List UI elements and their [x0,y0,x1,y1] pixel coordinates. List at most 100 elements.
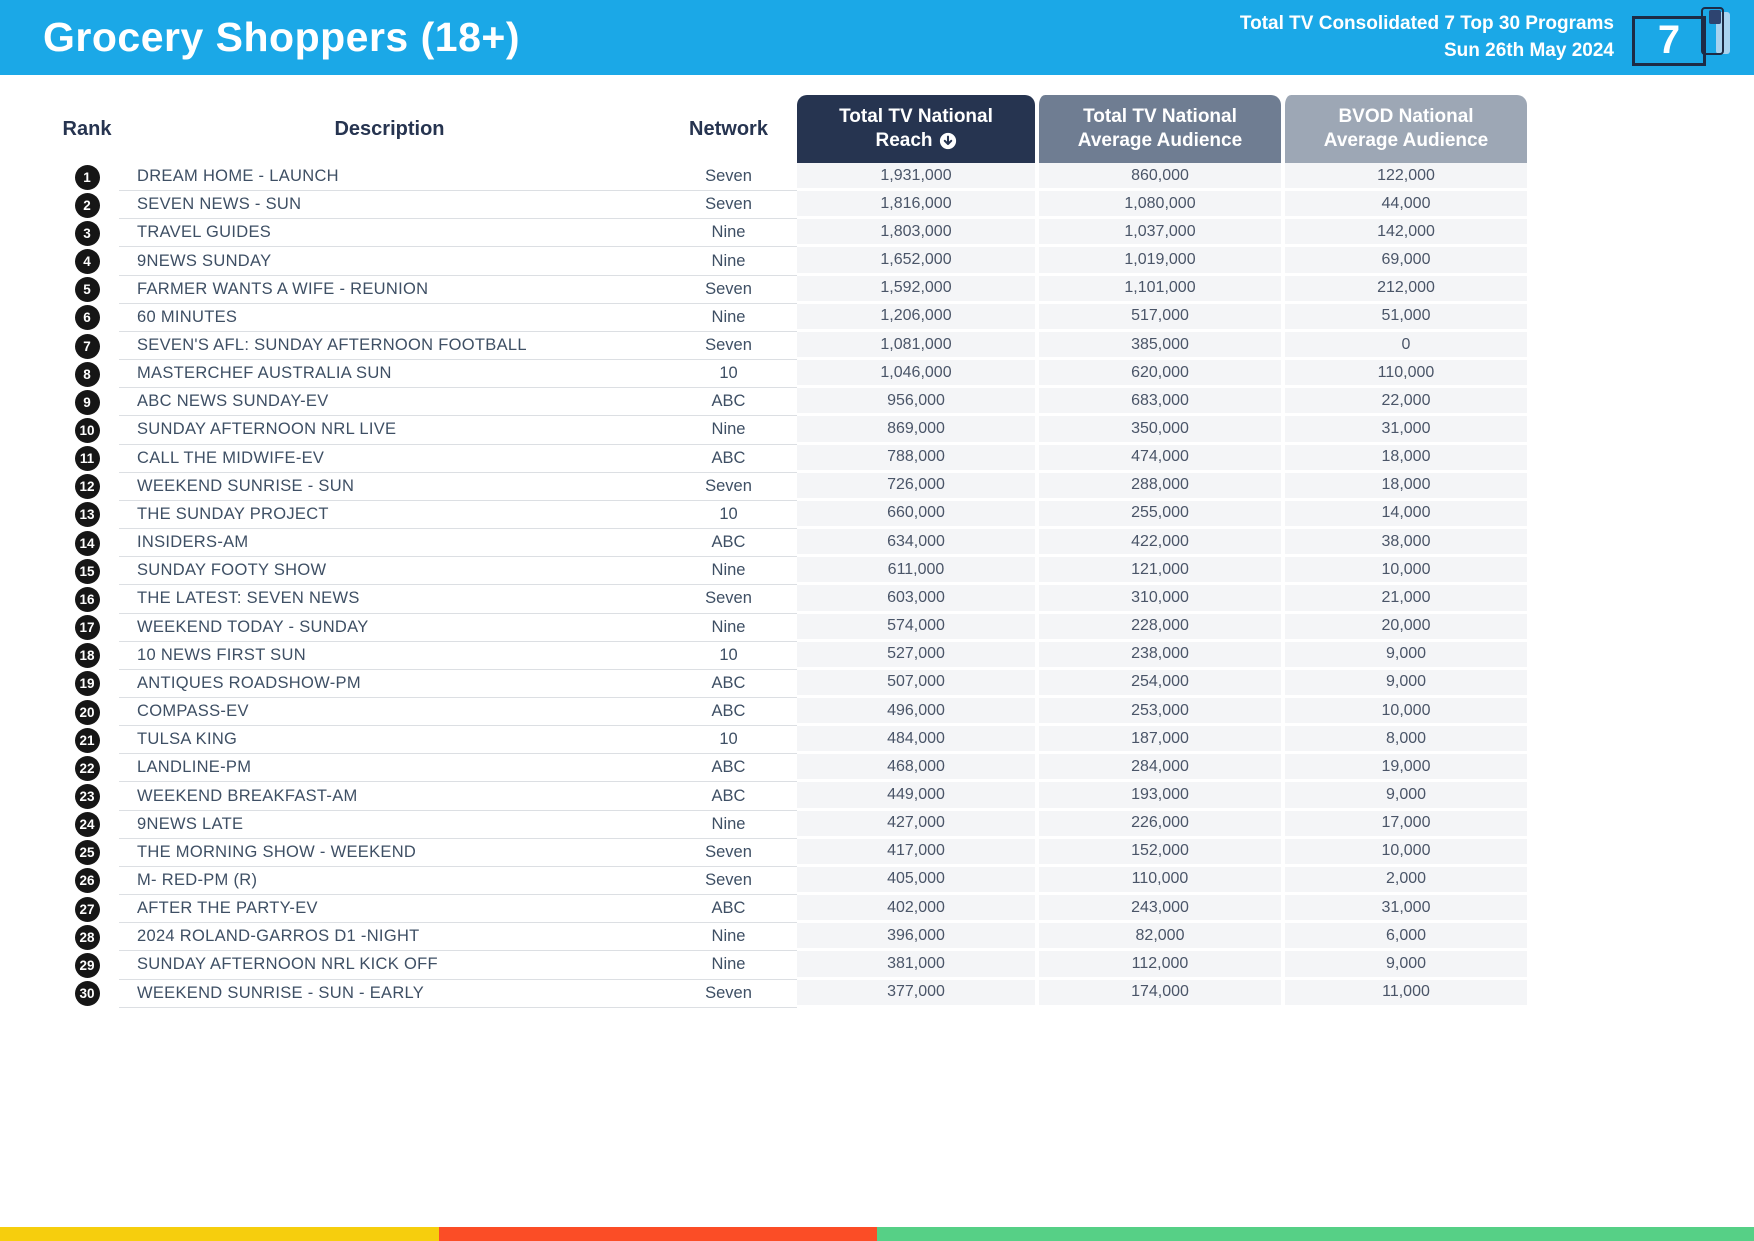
average-audience-value-cell: 350,000 [1035,416,1281,445]
description-cell: AFTER THE PARTY-EV [119,895,660,924]
description-cell: 2024 ROLAND-GARROS D1 -NIGHT [119,923,660,952]
description-cell: FARMER WANTS A WIFE - REUNION [119,276,660,304]
rank-cell: 3 [55,219,119,247]
column-header-total-tv-reach[interactable]: Total TV National Reach [797,95,1035,163]
rank-badge: 6 [74,305,100,331]
rank-cell: 12 [55,473,119,501]
reach-value-cell: 1,803,000 [797,219,1035,248]
column-header-bvod-average-audience[interactable]: BVOD National Average Audience [1281,95,1527,163]
network-cell: ABC [660,698,797,727]
footer-stripe [877,1227,1754,1241]
rank-badge: 21 [74,727,100,753]
bvod-value-cell: 9,000 [1281,951,1527,980]
average-audience-value-cell: 620,000 [1035,360,1281,389]
reach-header-line2: Reach [875,130,933,151]
average-audience-value-cell: 1,037,000 [1035,219,1281,248]
rank-badge: 14 [74,530,100,556]
rank-cell: 4 [55,247,119,275]
average-audience-value-cell: 1,101,000 [1035,275,1281,304]
app-header: Grocery Shoppers (18+) Total TV Consolid… [0,0,1754,75]
network-cell: Seven [660,585,797,614]
bvod-value-cell: 20,000 [1281,613,1527,642]
bvod-value-cell: 51,000 [1281,303,1527,332]
rank-cell: 2 [55,191,119,219]
network-cell: ABC [660,754,797,783]
column-header-total-tv-average-audience[interactable]: Total TV National Average Audience [1035,95,1281,163]
bvod-value-cell: 212,000 [1281,275,1527,304]
bvod-value-cell: 6,000 [1281,923,1527,952]
reach-value-cell: 1,046,000 [797,360,1035,389]
logo-seven-text: 7 [1657,18,1681,62]
table-row: 1 DREAM HOME - LAUNCH Seven 1,931,000 86… [55,163,1527,192]
table-row: 10 SUNDAY AFTERNOON NRL LIVE Nine 869,00… [55,416,1527,445]
network-cell: 10 [660,360,797,389]
network-cell: Seven [660,276,797,304]
description-cell: WEEKEND SUNRISE - SUN - EARLY [119,980,660,1008]
description-cell: WEEKEND BREAKFAST-AM [119,782,660,811]
rank-badge: 22 [74,755,100,781]
bvod-header-line1: BVOD National [1338,106,1474,128]
rank-cell: 19 [55,670,119,698]
network-cell: Nine [660,811,797,839]
network-cell: 10 [660,642,797,670]
table-row: 19 ANTIQUES ROADSHOW-PM ABC 507,000 254,… [55,669,1527,698]
network-cell: Nine [660,557,797,586]
bvod-value-cell: 110,000 [1281,360,1527,389]
network-cell: ABC [660,895,797,924]
table-row: 3 TRAVEL GUIDES Nine 1,803,000 1,037,000… [55,219,1527,248]
rank-badge: 27 [74,896,100,922]
rank-cell: 30 [55,980,119,1008]
network-cell: ABC [660,388,797,417]
description-cell: THE LATEST: SEVEN NEWS [119,585,660,614]
table-row: 9 ABC NEWS SUNDAY-EV ABC 956,000 683,000… [55,388,1527,417]
bvod-value-cell: 17,000 [1281,810,1527,839]
network-cell: Seven [660,473,797,501]
description-cell: SEVEN'S AFL: SUNDAY AFTERNOON FOOTBALL [119,332,660,361]
description-cell: SEVEN NEWS - SUN [119,191,660,220]
sort-descending-icon [939,133,956,150]
reach-value-cell: 660,000 [797,500,1035,530]
description-cell: DREAM HOME - LAUNCH [119,163,660,192]
average-audience-value-cell: 228,000 [1035,613,1281,642]
network-cell: ABC [660,529,797,558]
rank-cell: 26 [55,867,119,895]
rank-cell: 22 [55,754,119,782]
reach-value-cell: 788,000 [797,444,1035,473]
rank-cell: 24 [55,811,119,839]
reach-value-cell: 726,000 [797,472,1035,501]
table-row: 14 INSIDERS-AM ABC 634,000 422,000 38,00… [55,529,1527,558]
rank-cell: 17 [55,614,119,642]
header-right: Total TV Consolidated 7 Top 30 Programs … [1240,6,1732,70]
table-row: 5 FARMER WANTS A WIFE - REUNION Seven 1,… [55,275,1527,304]
reach-value-cell: 1,592,000 [797,275,1035,304]
rank-cell: 25 [55,839,119,867]
column-header-rank: Rank [62,117,112,140]
rank-badge: 17 [74,615,100,641]
bvod-value-cell: 69,000 [1281,247,1527,276]
description-cell: 60 MINUTES [119,304,660,332]
reach-value-cell: 1,081,000 [797,331,1035,361]
table-row: 12 WEEKEND SUNRISE - SUN Seven 726,000 2… [55,472,1527,501]
network-cell: ABC [660,445,797,473]
rank-cell: 15 [55,557,119,585]
rank-badge: 30 [74,981,100,1007]
reach-value-cell: 574,000 [797,613,1035,642]
reach-value-cell: 417,000 [797,838,1035,867]
rank-badge: 4 [74,249,100,275]
average-audience-value-cell: 474,000 [1035,444,1281,473]
rank-cell: 7 [55,332,119,360]
reach-value-cell: 611,000 [797,557,1035,586]
table-row: 23 WEEKEND BREAKFAST-AM ABC 449,000 193,… [55,782,1527,811]
rank-badge: 16 [74,586,100,612]
bvod-value-cell: 10,000 [1281,697,1527,727]
bvod-value-cell: 31,000 [1281,416,1527,445]
reach-value-cell: 484,000 [797,726,1035,755]
description-cell: WEEKEND TODAY - SUNDAY [119,614,660,642]
rank-badge: 11 [74,446,100,472]
bvod-value-cell: 22,000 [1281,388,1527,417]
footer-stripe [438,1227,877,1241]
bvod-value-cell: 9,000 [1281,641,1527,670]
reach-value-cell: 634,000 [797,529,1035,558]
rank-badge: 8 [74,361,100,387]
rank-cell: 10 [55,416,119,444]
